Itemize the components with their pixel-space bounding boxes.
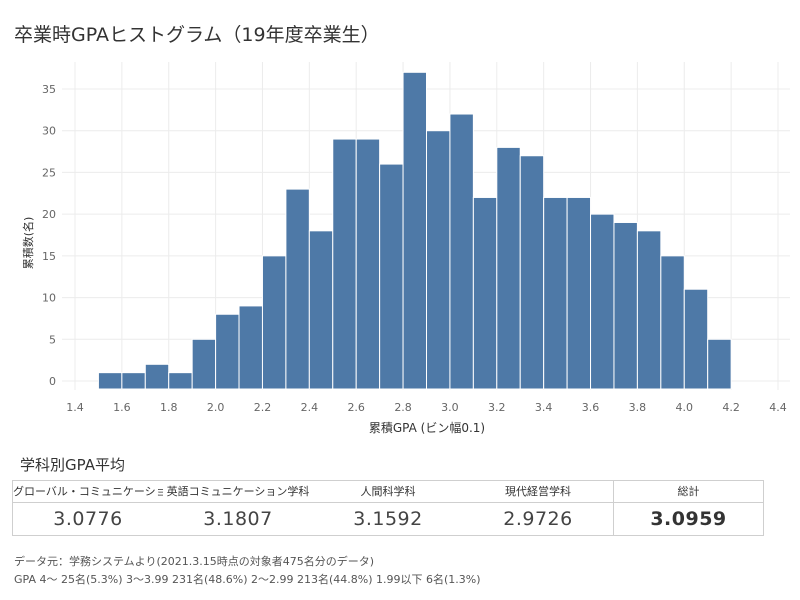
- y-axis-ticks: 0 5 10 15 20 25 30 35: [42, 83, 56, 388]
- x-axis-label: 累積GPA (ビン幅0.1): [369, 420, 485, 435]
- histogram-bar: [168, 372, 193, 390]
- histogram-bar: [121, 372, 146, 390]
- average-global-communication: 3.0776: [53, 508, 123, 530]
- histogram-bar: [285, 188, 310, 390]
- x-tick-label: 3.2: [488, 401, 506, 414]
- x-tick-label: 1.8: [160, 401, 178, 414]
- average-modern-business: 2.9726: [503, 508, 573, 530]
- column-header-modern-business: 現代経営学科: [463, 481, 613, 503]
- bar-layer: [97, 71, 732, 390]
- page-title: 卒業時GPAヒストグラム（19年度卒業生）: [14, 24, 380, 46]
- histogram-bar: [215, 313, 240, 390]
- x-tick-label: 2.2: [254, 401, 272, 414]
- x-tick-label: 2.4: [301, 401, 319, 414]
- gpa-histogram: 0 5 10 15 20 25 30 35 1.4 1.6 1.8 2.0 2.2 2.4 2.6 2.8 3…: [21, 62, 790, 435]
- histogram-bar: [97, 372, 123, 390]
- y-tick-label: 20: [42, 208, 56, 221]
- x-axis-ticks: 1.4 1.6 1.8 2.0 2.2 2.4 2.6 2.8 3.0 3.2 3.4 3.6 3.8 4…: [66, 401, 787, 414]
- x-tick-label: 3.0: [441, 401, 459, 414]
- histogram-bar: [144, 363, 170, 390]
- histogram-bar: [519, 155, 545, 390]
- x-tick-label: 3.4: [535, 401, 553, 414]
- histogram-bar: [402, 71, 428, 390]
- y-tick-label: 30: [42, 125, 56, 138]
- department-average-table: グローバル・コミュニケーション学科 英語コミュニケーション学科 人間科学科 現代…: [12, 480, 764, 536]
- histogram-bar: [191, 338, 217, 390]
- x-tick-label: 4.0: [676, 401, 694, 414]
- histogram-bar: [707, 338, 732, 390]
- histogram-bar: [566, 196, 592, 390]
- histogram-bar: [590, 213, 615, 390]
- histogram-bar: [332, 138, 357, 390]
- histogram-bar: [683, 288, 709, 390]
- column-header-total: 総計: [613, 481, 763, 503]
- y-tick-label: 25: [42, 166, 56, 179]
- x-tick-label: 1.6: [113, 401, 131, 414]
- y-tick-label: 5: [49, 333, 56, 346]
- data-source-note: データ元：学務システムより(2021.3.15時点の対象者475名分のデータ): [14, 555, 375, 568]
- histogram-bar: [660, 255, 685, 390]
- x-tick-label: 2.8: [394, 401, 412, 414]
- histogram-bar: [308, 230, 334, 390]
- x-tick-label: 1.4: [66, 401, 84, 414]
- column-header-english-communication: 英語コミュニケーション学科: [163, 481, 313, 503]
- histogram-bar: [636, 230, 662, 390]
- histogram-bar: [379, 163, 404, 390]
- histogram-bar: [426, 130, 451, 390]
- x-tick-label: 2.6: [347, 401, 365, 414]
- x-tick-label: 3.8: [629, 401, 647, 414]
- averages-title: 学科別GPA平均: [20, 456, 125, 474]
- histogram-bar: [543, 196, 568, 390]
- x-tick-label: 4.4: [769, 401, 787, 414]
- histogram-bar: [449, 113, 474, 390]
- histogram-bar: [355, 138, 381, 390]
- gpa-distribution-summary: GPA 4～ 25名(5.3%) 3～3.99 231名(48.6%) 2～2.…: [14, 573, 481, 586]
- y-tick-label: 35: [42, 83, 56, 96]
- average-human-science: 3.1592: [353, 508, 423, 530]
- histogram-bar: [472, 196, 498, 390]
- column-header-human-science: 人間科学科: [313, 481, 463, 503]
- x-tick-label: 2.0: [207, 401, 225, 414]
- column-header-global-communication: グローバル・コミュニケーション学科: [13, 481, 163, 503]
- histogram-bar: [261, 255, 287, 390]
- average-english-communication: 3.1807: [203, 508, 273, 530]
- histogram-bar: [238, 305, 263, 390]
- histogram-bar: [496, 146, 521, 390]
- x-tick-label: 4.2: [722, 401, 740, 414]
- y-axis-label: 累積数(名): [21, 217, 35, 270]
- y-tick-label: 15: [42, 250, 56, 263]
- histogram-bar: [613, 221, 638, 390]
- x-tick-label: 3.6: [582, 401, 600, 414]
- average-total: 3.0959: [613, 503, 763, 536]
- y-tick-label: 10: [42, 292, 56, 305]
- y-tick-label: 0: [49, 375, 56, 388]
